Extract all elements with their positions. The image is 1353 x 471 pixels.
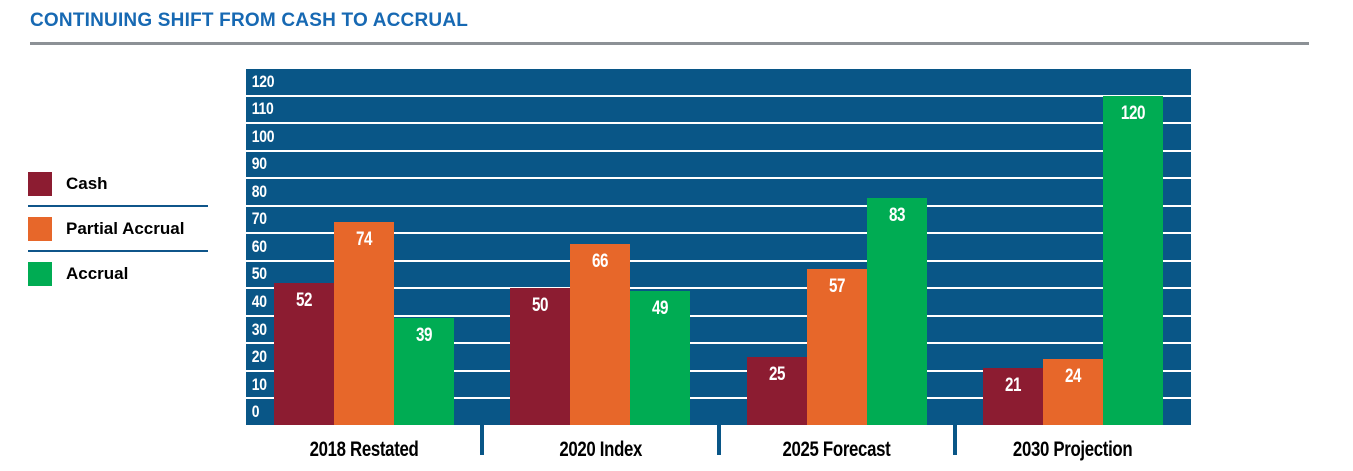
bar-cash: 21: [982, 367, 1043, 425]
ytick-label: 110: [251, 99, 274, 119]
chart-legend: Cash Partial Accrual Accrual: [28, 171, 208, 287]
x-axis: 2018 Restated 2020 Index 2025 Forecast 2…: [246, 425, 1191, 470]
legend-divider: [28, 205, 208, 207]
category-label: 2030 Projection: [1013, 438, 1133, 461]
bar-value-label: 25: [768, 363, 786, 385]
bar-accrual: 83: [866, 197, 927, 425]
grid-band: 90: [246, 152, 1191, 180]
category-label: 2025 Forecast: [782, 438, 891, 461]
legend-divider: [28, 250, 208, 252]
bars-layer: 52 74 39 50 66 49 25 57 83 21 24 120: [246, 69, 1191, 425]
bar-partial-accrual: 74: [334, 222, 395, 425]
legend-item-partial-accrual: Partial Accrual: [28, 216, 208, 242]
ytick-label: 40: [251, 292, 267, 312]
ytick-label: 0: [251, 402, 260, 422]
bar-group-2025-forecast: 25 57 83: [719, 69, 955, 425]
bar-partial-accrual: 57: [806, 268, 867, 425]
category-label: 2020 Index: [559, 438, 642, 461]
grid-band: 40: [246, 289, 1191, 317]
group-tick: [952, 425, 957, 455]
category-cell: 2018 Restated: [246, 425, 482, 462]
bar-value-label: 83: [888, 204, 906, 226]
group-tick: [480, 425, 485, 455]
bar-value-label: 21: [1004, 374, 1022, 396]
bar-accrual: 49: [630, 290, 691, 425]
legend-item-accrual: Accrual: [28, 261, 208, 287]
legend-item-label: Cash: [66, 174, 108, 193]
cash-color-swatch: [28, 172, 52, 196]
bar-value-label: 39: [416, 325, 433, 347]
gridline-bands: 120 110 100 90 80 70 60 50 40 30 20 10 0: [246, 69, 1191, 425]
grid-band: 60: [246, 234, 1191, 262]
bar-value-label: 52: [296, 289, 313, 311]
bar-value-label: 49: [652, 297, 669, 319]
bar-value-label: 120: [1120, 103, 1146, 125]
grid-band: 30: [246, 317, 1191, 345]
bar-value-label: 74: [356, 229, 373, 251]
bar-cash: 50: [510, 288, 571, 425]
category-cell: 2025 Forecast: [719, 425, 955, 462]
bar-cash: 52: [274, 282, 335, 425]
category-labels: 2018 Restated 2020 Index 2025 Forecast 2…: [246, 425, 1191, 462]
partial-accrual-color-swatch: [28, 217, 52, 241]
category-cell: 2030 Projection: [955, 425, 1191, 462]
bar-partial-accrual: 66: [570, 244, 631, 425]
bar-partial-accrual: 24: [1042, 359, 1103, 425]
grid-band: 80: [246, 179, 1191, 207]
bar-group-2020-index: 50 66 49: [482, 69, 718, 425]
bar-group-2018-restated: 52 74 39: [246, 69, 482, 425]
bar-value-label: 57: [828, 275, 846, 297]
ytick-label: 60: [251, 236, 267, 256]
title-underline-rule: [30, 42, 1309, 45]
grid-band: 50: [246, 262, 1191, 290]
category-label: 2018 Restated: [309, 438, 419, 461]
grid-band: 70: [246, 207, 1191, 235]
bar-accrual: 120: [1102, 96, 1163, 425]
ytick-label: 100: [251, 126, 275, 146]
grid-band: 10: [246, 372, 1191, 400]
ytick-label: 90: [251, 154, 267, 174]
ytick-label: 120: [251, 71, 275, 91]
plot-area: 120 110 100 90 80 70 60 50 40 30 20 10 0…: [246, 69, 1191, 425]
grid-band: 0: [246, 399, 1191, 425]
bar-cash: 25: [746, 356, 807, 425]
bar-accrual: 39: [394, 318, 455, 425]
ytick-label: 20: [251, 347, 267, 367]
ytick-label: 80: [251, 181, 267, 201]
bar-value-label: 66: [592, 251, 609, 273]
ytick-label: 30: [251, 319, 267, 339]
group-tick: [716, 425, 721, 455]
ytick-label: 70: [251, 209, 267, 229]
accrual-color-swatch: [28, 262, 52, 286]
legend-item-cash: Cash: [28, 171, 208, 197]
legend-item-label: Accrual: [66, 264, 129, 283]
ytick-label: 50: [251, 264, 267, 284]
legend-item-label: Partial Accrual: [66, 219, 185, 238]
bar-value-label: 24: [1064, 366, 1082, 388]
grid-band: 110: [246, 97, 1191, 125]
page-title: CONTINUING SHIFT FROM CASH TO ACCRUAL: [30, 10, 469, 31]
grid-band: 20: [246, 344, 1191, 372]
bar-chart: 120 110 100 90 80 70 60 50 40 30 20 10 0…: [246, 69, 1191, 470]
grid-band: 100: [246, 124, 1191, 152]
category-cell: 2020 Index: [482, 425, 718, 462]
ytick-label: 10: [251, 374, 267, 394]
bar-value-label: 50: [532, 295, 549, 317]
grid-band: 120: [246, 69, 1191, 97]
bar-group-2030-projection: 21 24 120: [955, 69, 1191, 425]
